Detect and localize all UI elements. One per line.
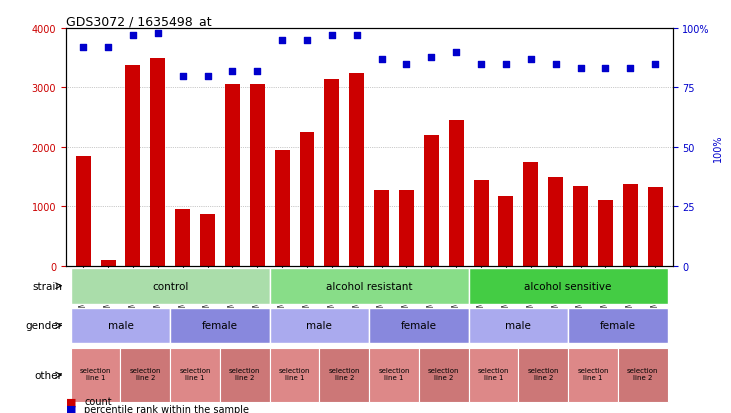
Text: female: female (202, 320, 238, 330)
Point (599, 66, 611, 73)
Bar (126, 66, 140, 266)
FancyBboxPatch shape (568, 308, 667, 344)
Point (450, 49, 462, 56)
FancyBboxPatch shape (170, 349, 220, 402)
Point (276, 38, 288, 44)
Point (575, 66, 586, 73)
Point (624, 66, 636, 73)
Text: ■: ■ (66, 396, 76, 406)
Point (326, 33, 338, 39)
Bar (523, 162, 538, 266)
Text: alcohol sensitive: alcohol sensitive (524, 281, 612, 291)
Text: strain: strain (32, 281, 62, 291)
FancyBboxPatch shape (121, 349, 170, 402)
Bar (548, 177, 563, 266)
Bar (424, 136, 439, 266)
Point (475, 61, 487, 68)
Point (177, 73, 189, 80)
Text: selection
line 1: selection line 1 (179, 368, 211, 380)
Bar (101, 260, 115, 266)
Text: selection
line 1: selection line 1 (378, 368, 410, 380)
FancyBboxPatch shape (270, 308, 369, 344)
FancyBboxPatch shape (568, 349, 618, 402)
Point (202, 73, 213, 80)
Point (550, 61, 561, 68)
Bar (499, 196, 513, 266)
Point (351, 33, 363, 39)
Bar (374, 190, 389, 266)
Bar (175, 210, 190, 266)
FancyBboxPatch shape (618, 349, 667, 402)
Text: count: count (84, 396, 112, 406)
Point (127, 33, 139, 39)
Point (227, 68, 238, 75)
Point (251, 68, 263, 75)
Point (525, 57, 537, 63)
Bar (76, 157, 91, 266)
Bar (449, 121, 463, 266)
Text: gender: gender (25, 320, 62, 330)
Point (425, 54, 437, 61)
Bar (598, 201, 613, 266)
Bar (275, 151, 289, 266)
Text: alcohol resistant: alcohol resistant (326, 281, 412, 291)
Text: male: male (107, 320, 134, 330)
Bar (325, 79, 339, 266)
Text: selection
line 1: selection line 1 (80, 368, 111, 380)
FancyBboxPatch shape (270, 268, 469, 304)
Point (376, 57, 387, 63)
Bar (300, 133, 314, 266)
FancyBboxPatch shape (71, 349, 121, 402)
Point (500, 61, 512, 68)
Text: control: control (152, 281, 189, 291)
FancyBboxPatch shape (369, 349, 419, 402)
Text: female: female (600, 320, 636, 330)
Text: percentile rank within the sample: percentile rank within the sample (84, 404, 249, 413)
FancyBboxPatch shape (419, 349, 469, 402)
Text: selection
line 1: selection line 1 (577, 368, 609, 380)
Text: selection
line 2: selection line 2 (627, 368, 659, 380)
Text: selection
line 1: selection line 1 (478, 368, 510, 380)
Text: other: other (34, 370, 62, 380)
FancyBboxPatch shape (270, 349, 319, 402)
Text: ■: ■ (66, 404, 76, 413)
FancyBboxPatch shape (71, 308, 170, 344)
Bar (151, 59, 165, 266)
Text: selection
line 1: selection line 1 (279, 368, 310, 380)
Bar (573, 186, 588, 266)
Point (77, 45, 89, 51)
Text: selection
line 2: selection line 2 (129, 368, 161, 380)
Bar (225, 85, 240, 266)
Bar (623, 184, 637, 266)
FancyBboxPatch shape (518, 349, 568, 402)
Text: selection
line 2: selection line 2 (528, 368, 559, 380)
Y-axis label: 100%: 100% (713, 134, 722, 161)
Point (401, 61, 412, 68)
Text: female: female (401, 320, 437, 330)
FancyBboxPatch shape (170, 308, 270, 344)
Bar (349, 74, 364, 266)
Text: male: male (306, 320, 333, 330)
Text: selection
line 2: selection line 2 (229, 368, 260, 380)
FancyBboxPatch shape (469, 268, 667, 304)
Point (102, 45, 114, 51)
Text: selection
line 2: selection line 2 (328, 368, 360, 380)
FancyBboxPatch shape (369, 308, 469, 344)
Point (649, 61, 661, 68)
Text: male: male (505, 320, 531, 330)
Bar (648, 188, 662, 266)
FancyBboxPatch shape (469, 308, 568, 344)
FancyBboxPatch shape (220, 349, 270, 402)
Bar (250, 85, 265, 266)
Text: selection
line 2: selection line 2 (428, 368, 460, 380)
FancyBboxPatch shape (71, 268, 270, 304)
Text: GDS3072 / 1635498_at: GDS3072 / 1635498_at (66, 15, 211, 28)
Point (301, 38, 313, 44)
FancyBboxPatch shape (319, 349, 369, 402)
Bar (474, 180, 488, 266)
FancyBboxPatch shape (469, 349, 518, 402)
Bar (399, 190, 414, 266)
Point (152, 30, 164, 37)
Bar (200, 214, 215, 266)
